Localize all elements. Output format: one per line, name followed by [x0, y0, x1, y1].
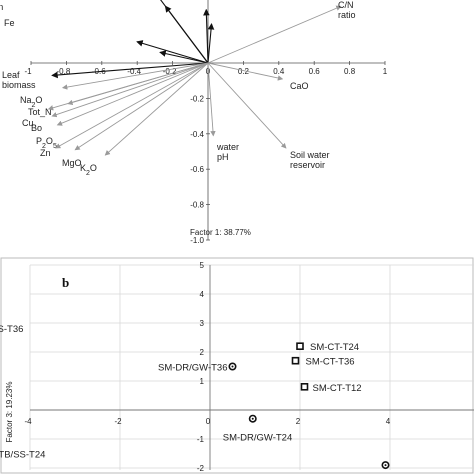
y-tick-label: -0.6: [190, 165, 204, 174]
vector-arrow: [207, 62, 284, 81]
vector-label: Na2O: [20, 95, 42, 109]
x-tick-label: -2: [114, 417, 122, 426]
vector-arrow: [47, 62, 209, 111]
x-tick-label: -0.4: [127, 67, 141, 76]
point-label: SM-TB/SS-T24: [0, 450, 45, 461]
y-tick-label: -1: [197, 435, 205, 444]
x-tick-label: 4: [386, 417, 391, 426]
x-axis-title: Factor 1: 38.77%: [190, 228, 251, 237]
x-tick-label: -1: [24, 67, 32, 76]
x-tick-label: -0.2: [163, 67, 177, 76]
y-tick-label: -0.2: [190, 94, 204, 103]
vector-arrow: [61, 62, 209, 90]
y-axis-title: Factor 3: 19.23%: [5, 382, 14, 443]
vector-arrow: [207, 62, 287, 149]
x-tick-label: 2: [296, 417, 301, 426]
vector-arrow: [51, 62, 209, 79]
point-circle-dot: [384, 464, 387, 467]
point-circle-dot: [231, 365, 234, 368]
vector-arrow: [54, 62, 209, 149]
vector-arrow: [56, 62, 209, 126]
vector-label: Soil water reservoir: [290, 150, 330, 170]
point-label: SM-TB/SS-T36: [0, 324, 23, 335]
vector-arrow: [164, 5, 209, 64]
x-tick-label: -0.8: [57, 67, 71, 76]
point-label: SM-CT-T36: [306, 357, 355, 368]
y-tick-label: 4: [200, 290, 205, 299]
vector-label: water pH: [216, 142, 239, 162]
point-square: [296, 342, 304, 351]
vector-arrow: [207, 5, 342, 64]
y-tick-label: -0.8: [190, 201, 204, 210]
y-tick-label: 5: [200, 261, 205, 270]
vector-arrow: [207, 62, 216, 137]
panel-label: b: [62, 275, 69, 290]
x-tick-label: -4: [24, 417, 32, 426]
vector-label: Leaf biomass: [2, 70, 36, 90]
vector-label: Tot_N: [28, 107, 52, 117]
vector-label: Cu: [22, 118, 34, 128]
vector-label: K2O: [80, 163, 97, 177]
vector-arrow: [160, 0, 209, 64]
vector-label: MgO: [62, 158, 82, 168]
y-tick-label: -1.0: [190, 236, 204, 245]
point-label: SM-DR/GW-T36: [158, 363, 228, 374]
x-tick-label: 0: [206, 417, 211, 426]
vector-arrow: [159, 50, 209, 64]
vector-label: P2O5: [36, 136, 57, 150]
x-tick-label: 0.4: [273, 67, 285, 76]
x-tick-label: 1: [383, 67, 388, 76]
point-circle-dot: [251, 417, 254, 420]
point-square: [300, 382, 309, 391]
point-label: SM-DR/GW-T24: [223, 433, 293, 444]
vector-label: Bo: [31, 123, 42, 133]
biplot-panel: -1-0.8-0.6-0.4-0.200.20.40.60.81-0.2-0.4…: [0, 0, 388, 245]
vector-arrow: [207, 22, 215, 64]
point-label: SM-CT-T24: [310, 342, 359, 353]
vector-arrow: [74, 62, 209, 151]
y-tick-label: -0.4: [190, 130, 204, 139]
x-tick-label: 0.8: [344, 67, 356, 76]
y-tick-label: 1: [200, 377, 205, 386]
vector-arrow: [104, 62, 209, 156]
point-square: [291, 356, 300, 365]
y-tick-label: 3: [200, 319, 205, 328]
plot-frame: [0, 257, 474, 474]
y-tick-label: -2: [197, 464, 205, 473]
vector-label: C/N ratio: [338, 0, 356, 20]
point-label: SM-CT-T12: [313, 383, 362, 394]
vector-arrow: [203, 8, 210, 64]
x-tick-label: 0.2: [238, 67, 250, 76]
vector-arrow: [51, 62, 209, 118]
vector-label: CaO: [290, 81, 309, 91]
vector-arrow: [136, 40, 209, 64]
x-tick-label: 0.6: [309, 67, 321, 76]
vector-label: Fe: [4, 18, 15, 28]
vector-label: Mn: [0, 2, 3, 12]
y-tick-label: 2: [200, 348, 205, 357]
vector-label: Zn: [40, 148, 51, 158]
